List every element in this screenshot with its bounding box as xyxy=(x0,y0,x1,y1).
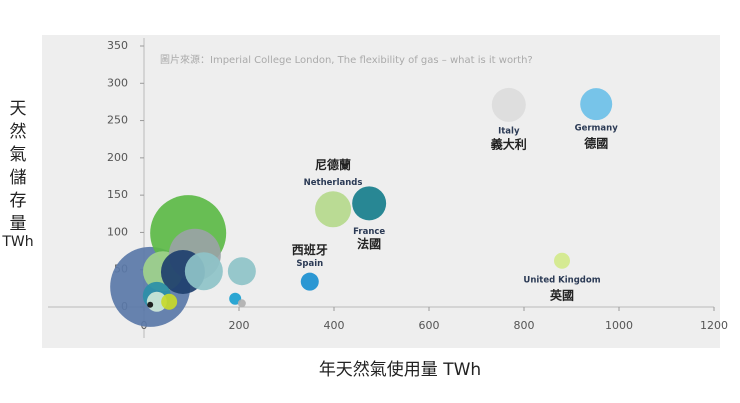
point-label-zh: 義大利 xyxy=(491,136,527,151)
y-tick-label: 300 xyxy=(107,76,128,89)
x-tick-label: 600 xyxy=(419,319,440,332)
annotation: 圖片來源：Imperial College London, The flexib… xyxy=(160,53,533,66)
bubble xyxy=(580,88,613,121)
bubble xyxy=(300,272,319,291)
bubble xyxy=(161,293,178,310)
x-tick-label: 400 xyxy=(324,319,345,332)
y-axis-unit: TWh xyxy=(2,234,34,250)
point-label-zh: 德國 xyxy=(584,136,608,151)
x-tick-label: 200 xyxy=(229,319,250,332)
point-label-zh: 西班牙 xyxy=(292,242,328,257)
point-label-zh: 法國 xyxy=(357,236,381,251)
point-label: Netherlands xyxy=(304,178,363,188)
bubble xyxy=(147,301,154,308)
bubble xyxy=(237,299,246,308)
point-label: Italy xyxy=(498,126,520,136)
bubble xyxy=(491,87,526,122)
y-tick-label: 350 xyxy=(107,39,128,52)
bubble xyxy=(315,191,352,228)
point-label: France xyxy=(353,227,385,237)
bubble xyxy=(227,257,256,286)
point-label: Germany xyxy=(575,124,619,134)
y-tick-label: 150 xyxy=(107,188,128,201)
y-tick-label: 200 xyxy=(107,151,128,164)
x-tick-label: 800 xyxy=(514,319,535,332)
point-label: United Kingdom xyxy=(523,275,600,285)
bubble xyxy=(184,252,223,291)
bubble xyxy=(352,186,387,221)
x-axis-label: 年天然氣使用量 TWh xyxy=(319,359,481,380)
y-tick-label: 100 xyxy=(107,225,128,238)
bubble xyxy=(554,252,570,269)
point-label-zh: 尼德蘭 xyxy=(315,157,351,172)
y-tick-label: 250 xyxy=(107,114,128,127)
y-axis-label: 天然氣儲存量 xyxy=(9,99,27,234)
x-tick-label: 1000 xyxy=(605,319,633,332)
point-label-zh: 英國 xyxy=(550,287,574,302)
point-label: Spain xyxy=(296,259,323,269)
x-tick-label: 1200 xyxy=(700,319,728,332)
